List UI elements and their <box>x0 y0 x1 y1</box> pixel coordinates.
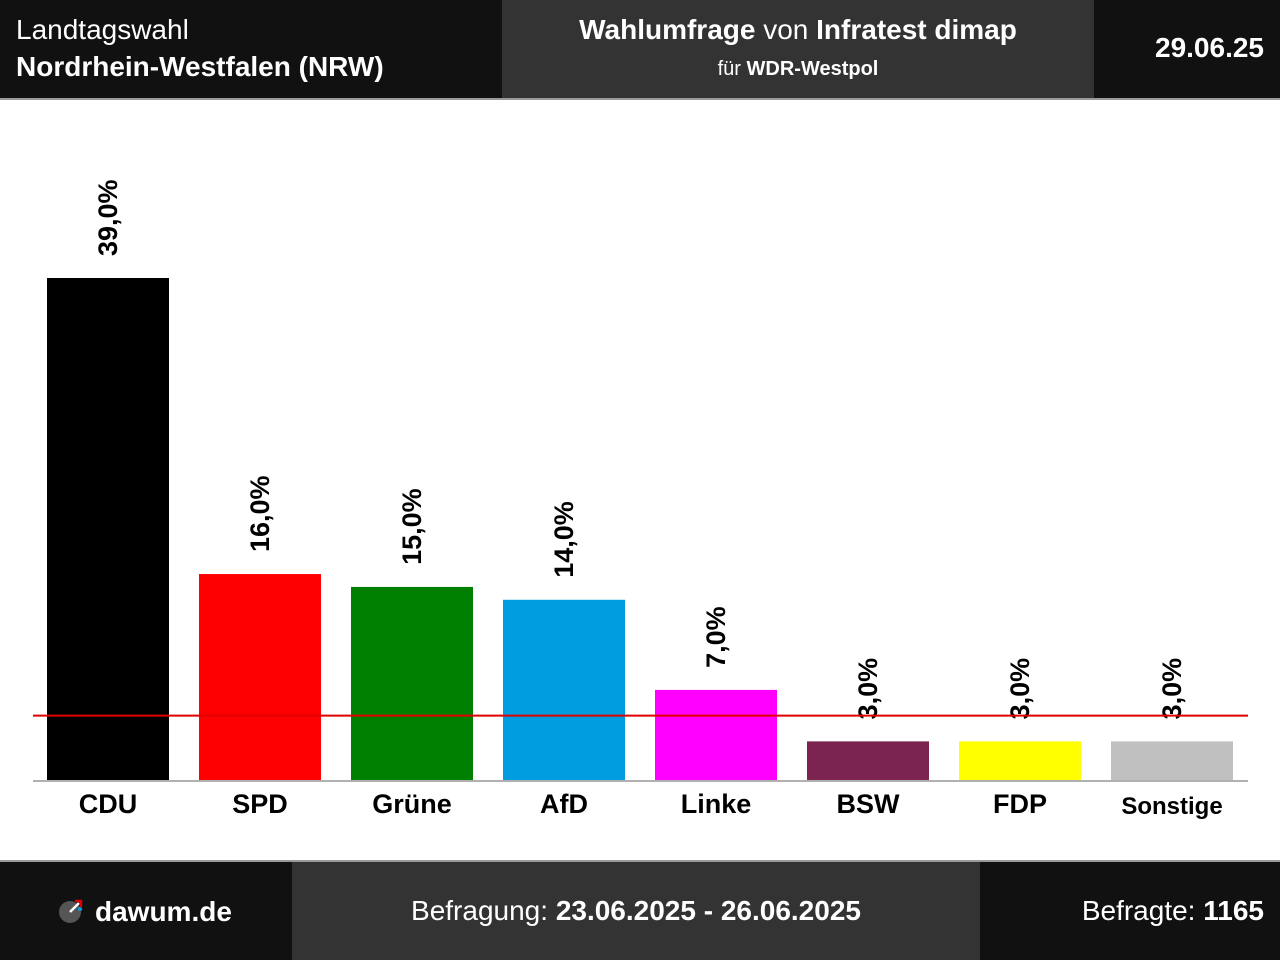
value-label-2: 15,0% <box>397 488 427 565</box>
footer-divider <box>0 860 1280 862</box>
category-label-5: BSW <box>837 789 901 819</box>
publication-date: 29.06.25 <box>1155 32 1264 63</box>
value-label-4: 7,0% <box>701 606 731 668</box>
value-label-7: 3,0% <box>1157 658 1187 720</box>
respondents-label: Befragte: <box>1081 895 1196 926</box>
bar-2 <box>351 586 473 780</box>
election-type: Landtagswahl <box>16 14 189 45</box>
von-word: von <box>763 14 809 45</box>
value-label-5: 3,0% <box>853 658 883 720</box>
bar-5 <box>807 741 929 780</box>
footer-respondents-panel: Befragte: 1165 <box>980 862 1280 960</box>
respondents-count: 1165 <box>1203 895 1264 926</box>
category-label-2: Grüne <box>372 789 452 819</box>
brand-name: dawum.de <box>95 896 232 927</box>
value-label-1: 16,0% <box>245 475 275 552</box>
survey-period-text: Befragung: 23.06.2025 - 26.06.2025 <box>292 895 980 927</box>
poll-source: Wahlumfrage von Infratest dimap <box>502 14 1094 46</box>
respondents-text: Befragte: 1165 <box>1082 895 1264 927</box>
poll-client: für WDR-Westpol <box>502 58 1094 81</box>
institute-name: Infratest dimap <box>816 14 1017 45</box>
category-label-0: CDU <box>79 789 138 819</box>
bar-1 <box>199 574 321 780</box>
bar-7 <box>1111 741 1233 780</box>
category-label-6: FDP <box>993 789 1047 819</box>
client-name: WDR-Westpol <box>746 58 879 80</box>
category-label-7: Sonstige <box>1121 793 1222 820</box>
region-title: Nordrhein-Westfalen (NRW) <box>16 51 384 82</box>
value-label-0: 39,0% <box>93 179 123 256</box>
category-label-3: AfD <box>540 789 588 819</box>
survey-period: 23.06.2025 - 26.06.2025 <box>555 895 861 926</box>
dawum-logo-icon <box>59 899 83 923</box>
bar-6 <box>959 741 1081 780</box>
survey-label: Befragung: <box>411 895 549 926</box>
category-label-1: SPD <box>232 789 288 819</box>
header-title-panel: Landtagswahl Nordrhein-Westfalen (NRW) <box>0 0 502 98</box>
poll-bar-chart: 39,0% CDU 16,0% SPD 15,0% Grüne 14,0% AfD 7,0% Li… <box>33 179 1248 820</box>
bar-3 <box>503 599 625 780</box>
bar-0 <box>47 278 169 780</box>
poll-word: Wahlumfrage <box>579 14 756 45</box>
category-label-4: Linke <box>681 789 752 819</box>
header-date-panel: 29.06.25 <box>1094 0 1280 98</box>
fuer-word: für <box>717 58 741 80</box>
value-label-6: 3,0% <box>1005 658 1035 720</box>
value-label-3: 14,0% <box>549 501 579 578</box>
footer-survey-panel: Befragung: 23.06.2025 - 26.06.2025 <box>292 862 980 960</box>
bar-4 <box>655 689 777 780</box>
header: Landtagswahl Nordrhein-Westfalen (NRW) W… <box>0 0 1280 100</box>
footer-brand-panel: dawum.de <box>0 862 292 960</box>
header-source-panel: Wahlumfrage von Infratest dimap für WDR-… <box>502 0 1094 98</box>
header-divider <box>0 98 1280 100</box>
